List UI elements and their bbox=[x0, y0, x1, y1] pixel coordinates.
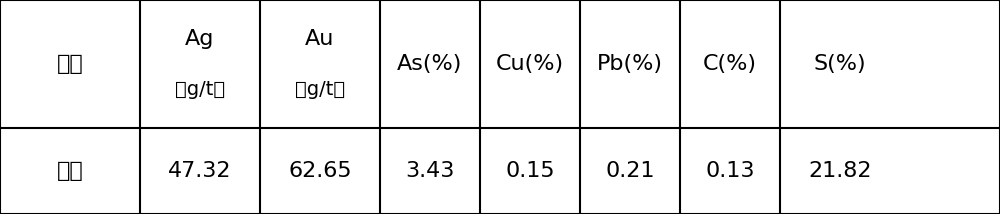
Text: 47.32: 47.32 bbox=[168, 161, 232, 181]
Text: As(%): As(%) bbox=[397, 54, 463, 74]
Text: C(%): C(%) bbox=[703, 54, 757, 74]
Text: Pb(%): Pb(%) bbox=[597, 54, 663, 74]
Text: （g/t）: （g/t） bbox=[175, 80, 225, 99]
Text: 0.15: 0.15 bbox=[505, 161, 555, 181]
Text: （g/t）: （g/t） bbox=[295, 80, 345, 99]
Text: 3.43: 3.43 bbox=[405, 161, 455, 181]
Text: 0.21: 0.21 bbox=[605, 161, 655, 181]
Text: S(%): S(%) bbox=[814, 54, 866, 74]
Text: 成分: 成分 bbox=[57, 54, 83, 74]
Text: 21.82: 21.82 bbox=[808, 161, 872, 181]
Text: Ag: Ag bbox=[185, 28, 215, 49]
Text: Cu(%): Cu(%) bbox=[496, 54, 564, 74]
Text: 含量: 含量 bbox=[57, 161, 83, 181]
Text: Au: Au bbox=[305, 28, 335, 49]
Text: 62.65: 62.65 bbox=[288, 161, 352, 181]
Text: 0.13: 0.13 bbox=[705, 161, 755, 181]
